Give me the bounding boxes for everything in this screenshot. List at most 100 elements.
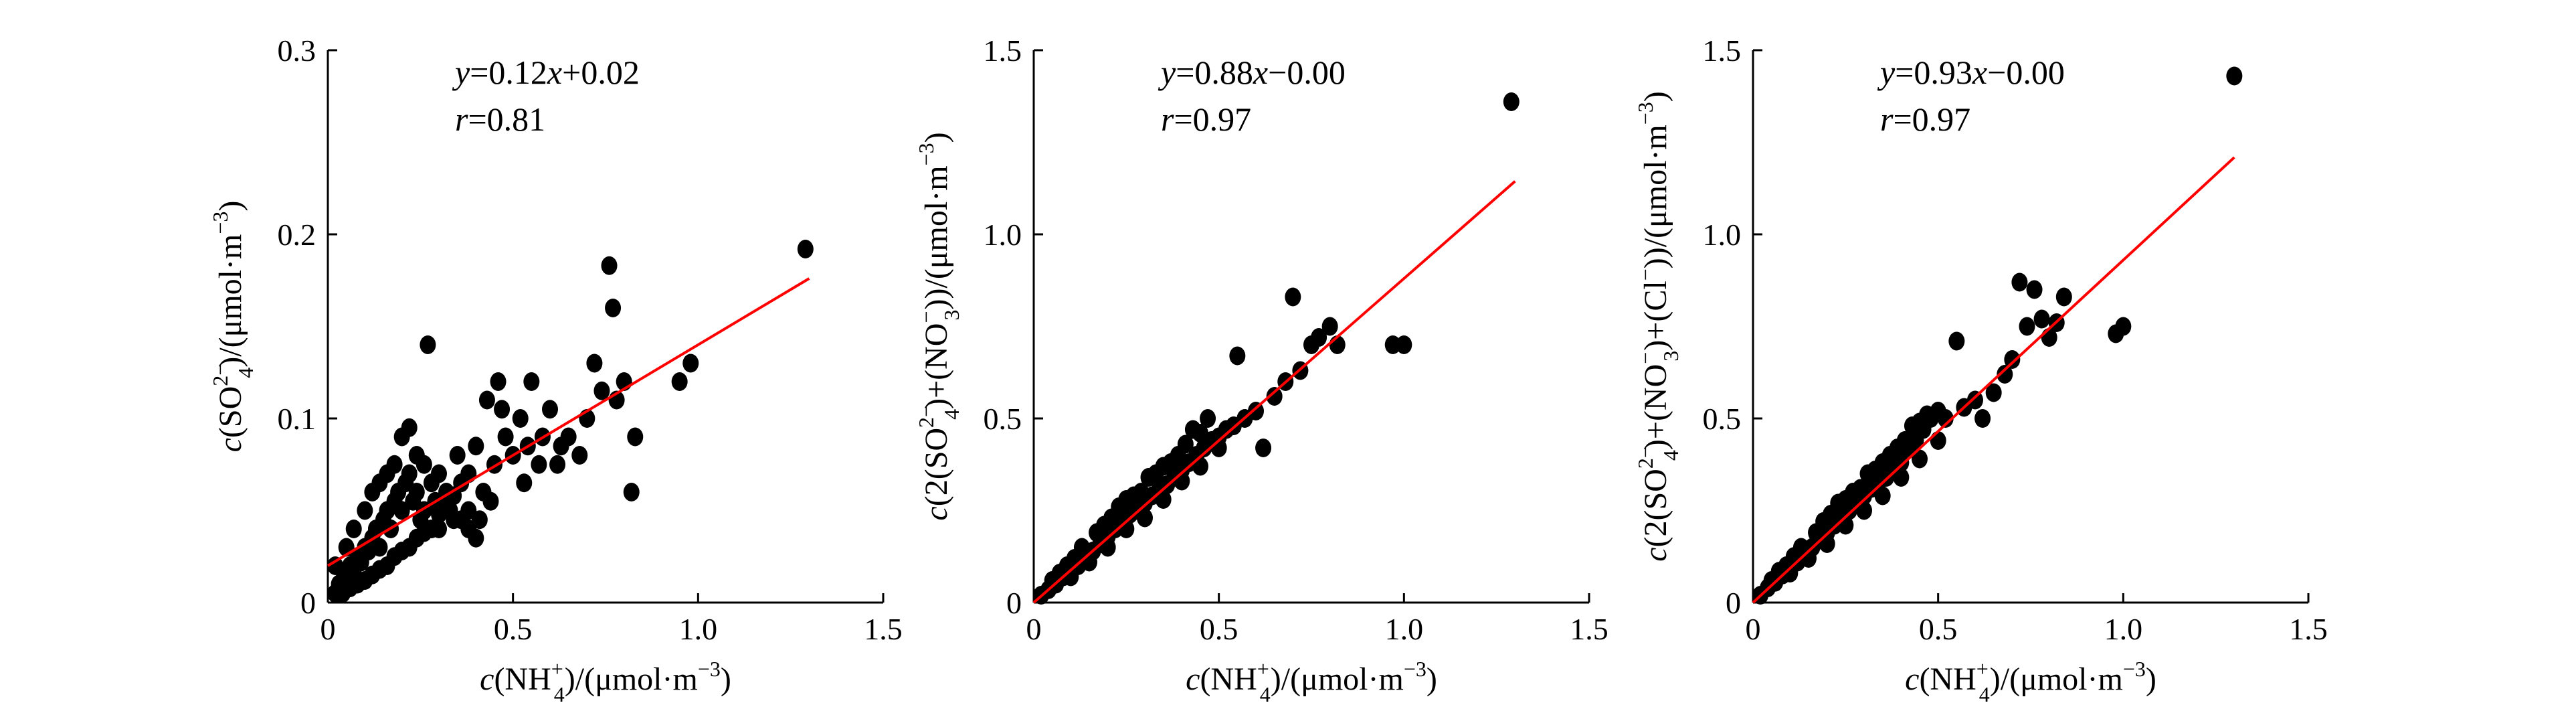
data-point xyxy=(2026,280,2043,299)
data-point xyxy=(1856,501,1872,520)
regression-equation: y=0.12x+0.02 xyxy=(452,54,640,91)
data-point xyxy=(571,446,588,465)
data-point xyxy=(797,240,814,258)
data-point xyxy=(490,372,507,391)
data-point xyxy=(416,455,432,474)
x-tick-label: 0.5 xyxy=(1200,612,1238,646)
data-point xyxy=(1974,409,1991,428)
x-tick-label: 0 xyxy=(320,612,336,646)
x-axis-title: c(NH+ 4)/(μmol·m−3) xyxy=(1186,657,1437,705)
x-tick-label: 0.5 xyxy=(494,612,533,646)
data-point xyxy=(531,455,547,474)
data-point xyxy=(1937,409,1954,428)
data-point xyxy=(1948,331,1965,351)
x-tick-label: 0 xyxy=(1746,612,1761,646)
data-point xyxy=(1889,439,1906,457)
x-tick-label: 1.0 xyxy=(2104,612,2143,646)
data-point xyxy=(482,491,499,511)
data-point xyxy=(1815,512,1832,531)
data-point xyxy=(671,372,688,391)
data-point xyxy=(593,381,610,400)
y-tick-label: 0 xyxy=(300,586,316,620)
chart-panel-2: 0 0.5 1.0 1.5 0 0.5 1.0 1.5 y=0.88x−0.00 r=0.97 c(… xyxy=(914,33,1608,705)
y-tick-label: 1.0 xyxy=(1703,218,1742,252)
data-point xyxy=(1912,449,1928,469)
data-point xyxy=(1997,365,2013,384)
y-tick-label: 0.3 xyxy=(278,33,316,68)
y-tick-label: 0.5 xyxy=(1703,402,1742,436)
data-point xyxy=(1200,409,1216,428)
data-point xyxy=(549,455,566,474)
data-point xyxy=(1170,446,1186,465)
data-point xyxy=(468,437,484,456)
x-tick-label: 1.5 xyxy=(1570,612,1608,646)
data-point xyxy=(478,390,495,410)
data-point xyxy=(497,427,514,447)
data-point xyxy=(1099,538,1116,557)
data-point xyxy=(1893,468,1910,487)
data-point xyxy=(1384,335,1401,354)
data-point xyxy=(523,372,540,391)
chart-panel-1: 0 0.5 1.0 1.5 0 0.1 0.2 0.3 y=0.12x+0.02 r=0.81 c(… xyxy=(208,33,903,705)
correlation-r: r=0.97 xyxy=(1880,100,1970,138)
data-point xyxy=(601,256,618,275)
data-point xyxy=(449,446,466,465)
x-tick-label: 1.5 xyxy=(2289,612,2328,646)
y-tick-label: 1.5 xyxy=(984,33,1022,68)
data-point xyxy=(553,437,569,456)
data-point xyxy=(345,520,362,538)
y-axis-title: c(2(SO2−4)+(NO−3))/(μmol·m−3) xyxy=(914,132,963,520)
data-point xyxy=(516,473,533,493)
y-tick-label: 1.0 xyxy=(984,218,1022,252)
data-point xyxy=(2033,309,2050,329)
data-point xyxy=(1229,346,1246,366)
data-point xyxy=(1137,508,1153,528)
data-point xyxy=(1930,431,1946,450)
data-point xyxy=(1874,486,1891,505)
y-tick-label: 0.2 xyxy=(278,218,316,252)
data-point xyxy=(371,538,388,557)
data-point xyxy=(1919,405,1936,424)
data-point xyxy=(357,501,373,520)
y-tick-label: 0.1 xyxy=(278,402,316,436)
x-tick-label: 0.5 xyxy=(1919,612,1958,646)
data-point xyxy=(1830,493,1847,513)
data-point xyxy=(1874,453,1891,472)
y-axis-title: c(SO2−4)/(μmol·m−3) xyxy=(208,201,258,453)
data-point xyxy=(1125,486,1142,505)
data-point xyxy=(623,483,640,501)
data-point xyxy=(1184,420,1201,439)
data-point xyxy=(2115,317,2132,336)
x-axis-title: c(NH+ 4)/(μmol·m−3) xyxy=(480,657,731,705)
regression-line xyxy=(1032,180,1516,604)
data-point xyxy=(2019,317,2035,336)
data-point xyxy=(1904,416,1920,435)
data-point xyxy=(512,409,529,428)
data-point xyxy=(468,528,484,548)
y-tick-label: 0 xyxy=(1006,586,1022,620)
data-point xyxy=(1096,516,1113,535)
data-point xyxy=(494,400,511,419)
data-point xyxy=(1985,383,2002,402)
y-tick-label: 0 xyxy=(1726,586,1741,620)
data-point xyxy=(542,400,558,419)
data-point xyxy=(446,486,462,505)
data-point xyxy=(1155,490,1172,509)
data-point xyxy=(2226,66,2243,86)
correlation-r: r=0.81 xyxy=(455,100,545,138)
data-point xyxy=(1285,287,1301,307)
data-point xyxy=(682,354,699,373)
data-point xyxy=(431,464,447,483)
data-point xyxy=(401,418,418,437)
data-point xyxy=(627,427,644,447)
regression-equation: y=0.93x−0.00 xyxy=(1877,54,2065,91)
data-point xyxy=(1266,387,1283,406)
data-point xyxy=(1503,92,1520,111)
data-point xyxy=(1321,317,1338,336)
data-point xyxy=(1819,534,1835,553)
data-point xyxy=(471,510,488,530)
data-point xyxy=(1066,549,1083,568)
data-point xyxy=(1859,464,1876,483)
data-point xyxy=(1396,335,1412,354)
